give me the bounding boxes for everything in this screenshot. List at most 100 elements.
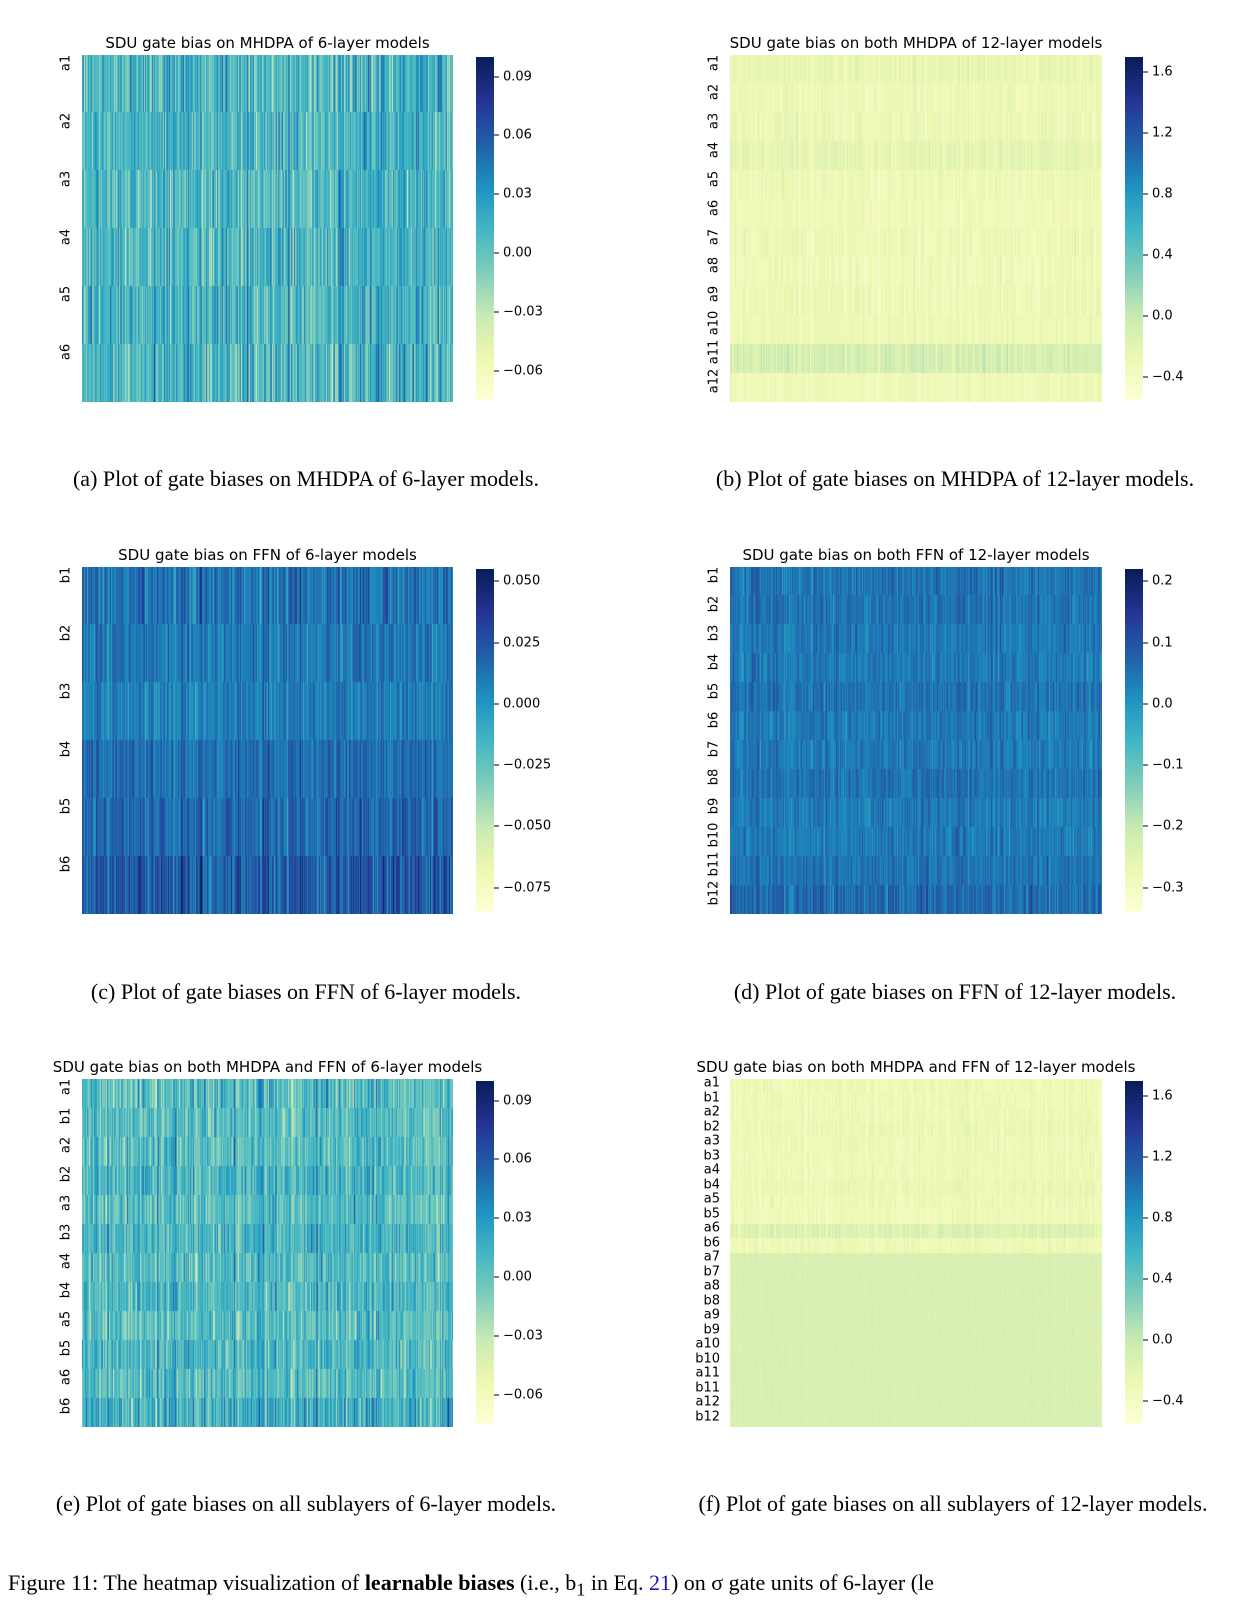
colorbar-tick-label: 0.0 <box>1143 696 1173 711</box>
row-label: a2 <box>706 83 722 101</box>
row-label: b4 <box>58 740 74 757</box>
figure-caption: Figure 11: The heatmap visualization of … <box>8 1570 934 1600</box>
row-label: a4 <box>58 1252 74 1270</box>
row-label: a5 <box>706 170 722 187</box>
colorbar-tick-label: −0.3 <box>1143 880 1184 895</box>
row-label: b9 <box>703 1322 720 1337</box>
row-label: b6 <box>706 711 722 728</box>
chart-title: SDU gate bias on FFN of 6-layer models <box>118 546 417 564</box>
row-label: a3 <box>703 1133 720 1149</box>
colorbar-tick-label: 0.4 <box>1143 248 1173 263</box>
row-label: a1 <box>58 54 74 72</box>
row-label: a6 <box>703 1220 720 1236</box>
row-label: a9 <box>706 286 722 303</box>
row-label: b2 <box>58 624 74 642</box>
chart-title: SDU gate bias on both MHDPA of 12-layer … <box>729 34 1103 52</box>
colorbar-tick-label: −0.1 <box>1143 758 1184 773</box>
colorbar-tick-label: −0.050 <box>494 819 551 834</box>
row-label: b1 <box>58 1107 74 1125</box>
row-label: a3 <box>706 112 722 129</box>
row-label: b1 <box>706 566 722 584</box>
row-label: a5 <box>703 1191 720 1207</box>
colorbar-tick-label: 1.2 <box>1143 126 1173 141</box>
colorbar-tick-label: 0.00 <box>494 1270 532 1285</box>
colorbar <box>476 57 494 400</box>
row-label: a2 <box>58 1136 74 1154</box>
subfigure-caption: (e) Plot of gate biases on all sublayers… <box>55 1491 557 1516</box>
row-label: b12 <box>695 1409 720 1424</box>
row-label: a6 <box>58 1368 74 1386</box>
row-label: a11 <box>706 339 722 365</box>
row-label: a12 <box>706 368 722 394</box>
row-label: a3 <box>58 170 74 187</box>
row-label: b5 <box>706 682 722 699</box>
colorbar-tick-label: −0.03 <box>494 1328 543 1343</box>
colorbar-tick-label: 0.2 <box>1143 574 1173 589</box>
row-label: b6 <box>58 855 74 873</box>
colorbar-tick-label: 0.0 <box>1143 1333 1173 1348</box>
colorbar-tick-label: 0.0 <box>1143 309 1173 324</box>
row-label: b5 <box>703 1206 720 1221</box>
heatmap-grid <box>82 1079 453 1427</box>
row-label: b4 <box>703 1177 720 1192</box>
row-label: a1 <box>706 54 722 72</box>
row-label: a8 <box>703 1278 720 1294</box>
row-label: b5 <box>58 798 74 815</box>
row-label: b3 <box>58 1223 74 1241</box>
row-label: a8 <box>706 257 722 274</box>
row-label: b11 <box>695 1380 720 1395</box>
colorbar-tick-label: 1.6 <box>1143 65 1173 80</box>
row-label: a4 <box>703 1162 720 1178</box>
row-label: b7 <box>703 1264 720 1279</box>
colorbar-tick-label: −0.03 <box>494 304 543 319</box>
colorbar-tick-label: 0.8 <box>1143 187 1173 202</box>
row-label: a11 <box>695 1365 720 1381</box>
colorbar-tick-label: 0.1 <box>1143 635 1173 650</box>
heatmap-grid <box>730 55 1102 402</box>
colorbar-tick-label: 0.03 <box>494 187 532 202</box>
row-label: a3 <box>58 1194 74 1212</box>
row-label: b4 <box>706 653 722 671</box>
colorbar <box>476 1081 494 1424</box>
row-label: b8 <box>703 1293 720 1308</box>
colorbar-tick-label: −0.4 <box>1143 1394 1184 1409</box>
row-label: a6 <box>706 199 722 216</box>
colorbar-tick-label: 0.06 <box>494 1152 532 1167</box>
colorbar <box>476 569 494 912</box>
subfigure-caption: (d) Plot of gate biases on FFN of 12-lay… <box>733 979 1177 1004</box>
row-label: b6 <box>58 1397 74 1415</box>
colorbar-tick-label: −0.06 <box>494 1387 543 1402</box>
heatmap-grid <box>82 55 453 402</box>
subfigure-caption: (b) Plot of gate biases on MHDPA of 12-l… <box>715 466 1195 491</box>
colorbar-tick-label: 0.09 <box>494 1093 532 1108</box>
row-label: b10 <box>695 1351 720 1366</box>
row-label: b7 <box>706 740 722 757</box>
colorbar-tick-label: 0.4 <box>1143 1272 1173 1287</box>
row-label: b2 <box>58 1165 74 1183</box>
row-label: b3 <box>58 682 74 699</box>
row-label: a5 <box>58 1310 74 1328</box>
row-label: b11 <box>706 851 722 877</box>
colorbar-tick-label: 0.00 <box>494 246 532 261</box>
row-label: b1 <box>58 566 74 584</box>
colorbar-tick-label: 0.025 <box>494 635 540 650</box>
row-label: b4 <box>58 1281 74 1299</box>
row-label: b9 <box>706 798 722 815</box>
row-label: a10 <box>706 310 722 336</box>
row-label: a6 <box>58 344 74 361</box>
row-label: b8 <box>706 769 722 786</box>
row-label: a7 <box>703 1249 720 1265</box>
chart-title: SDU gate bias on MHDPA of 6-layer models <box>105 34 430 52</box>
row-label: a2 <box>703 1104 720 1120</box>
row-label: a5 <box>58 286 74 303</box>
colorbar-tick-label: −0.2 <box>1143 819 1184 834</box>
colorbar-tick-label: −0.06 <box>494 363 543 378</box>
chart-title: SDU gate bias on both FFN of 12-layer mo… <box>742 546 1090 564</box>
colorbar-tick-label: −0.025 <box>494 758 551 773</box>
row-label: b2 <box>703 1119 720 1134</box>
row-label: a1 <box>703 1075 720 1091</box>
colorbar <box>1125 57 1143 400</box>
heatmap-grid <box>730 1079 1102 1427</box>
subfigure-caption: (f) Plot of gate biases on all sublayers… <box>698 1491 1208 1516</box>
colorbar-tick-label: 0.050 <box>494 574 540 589</box>
